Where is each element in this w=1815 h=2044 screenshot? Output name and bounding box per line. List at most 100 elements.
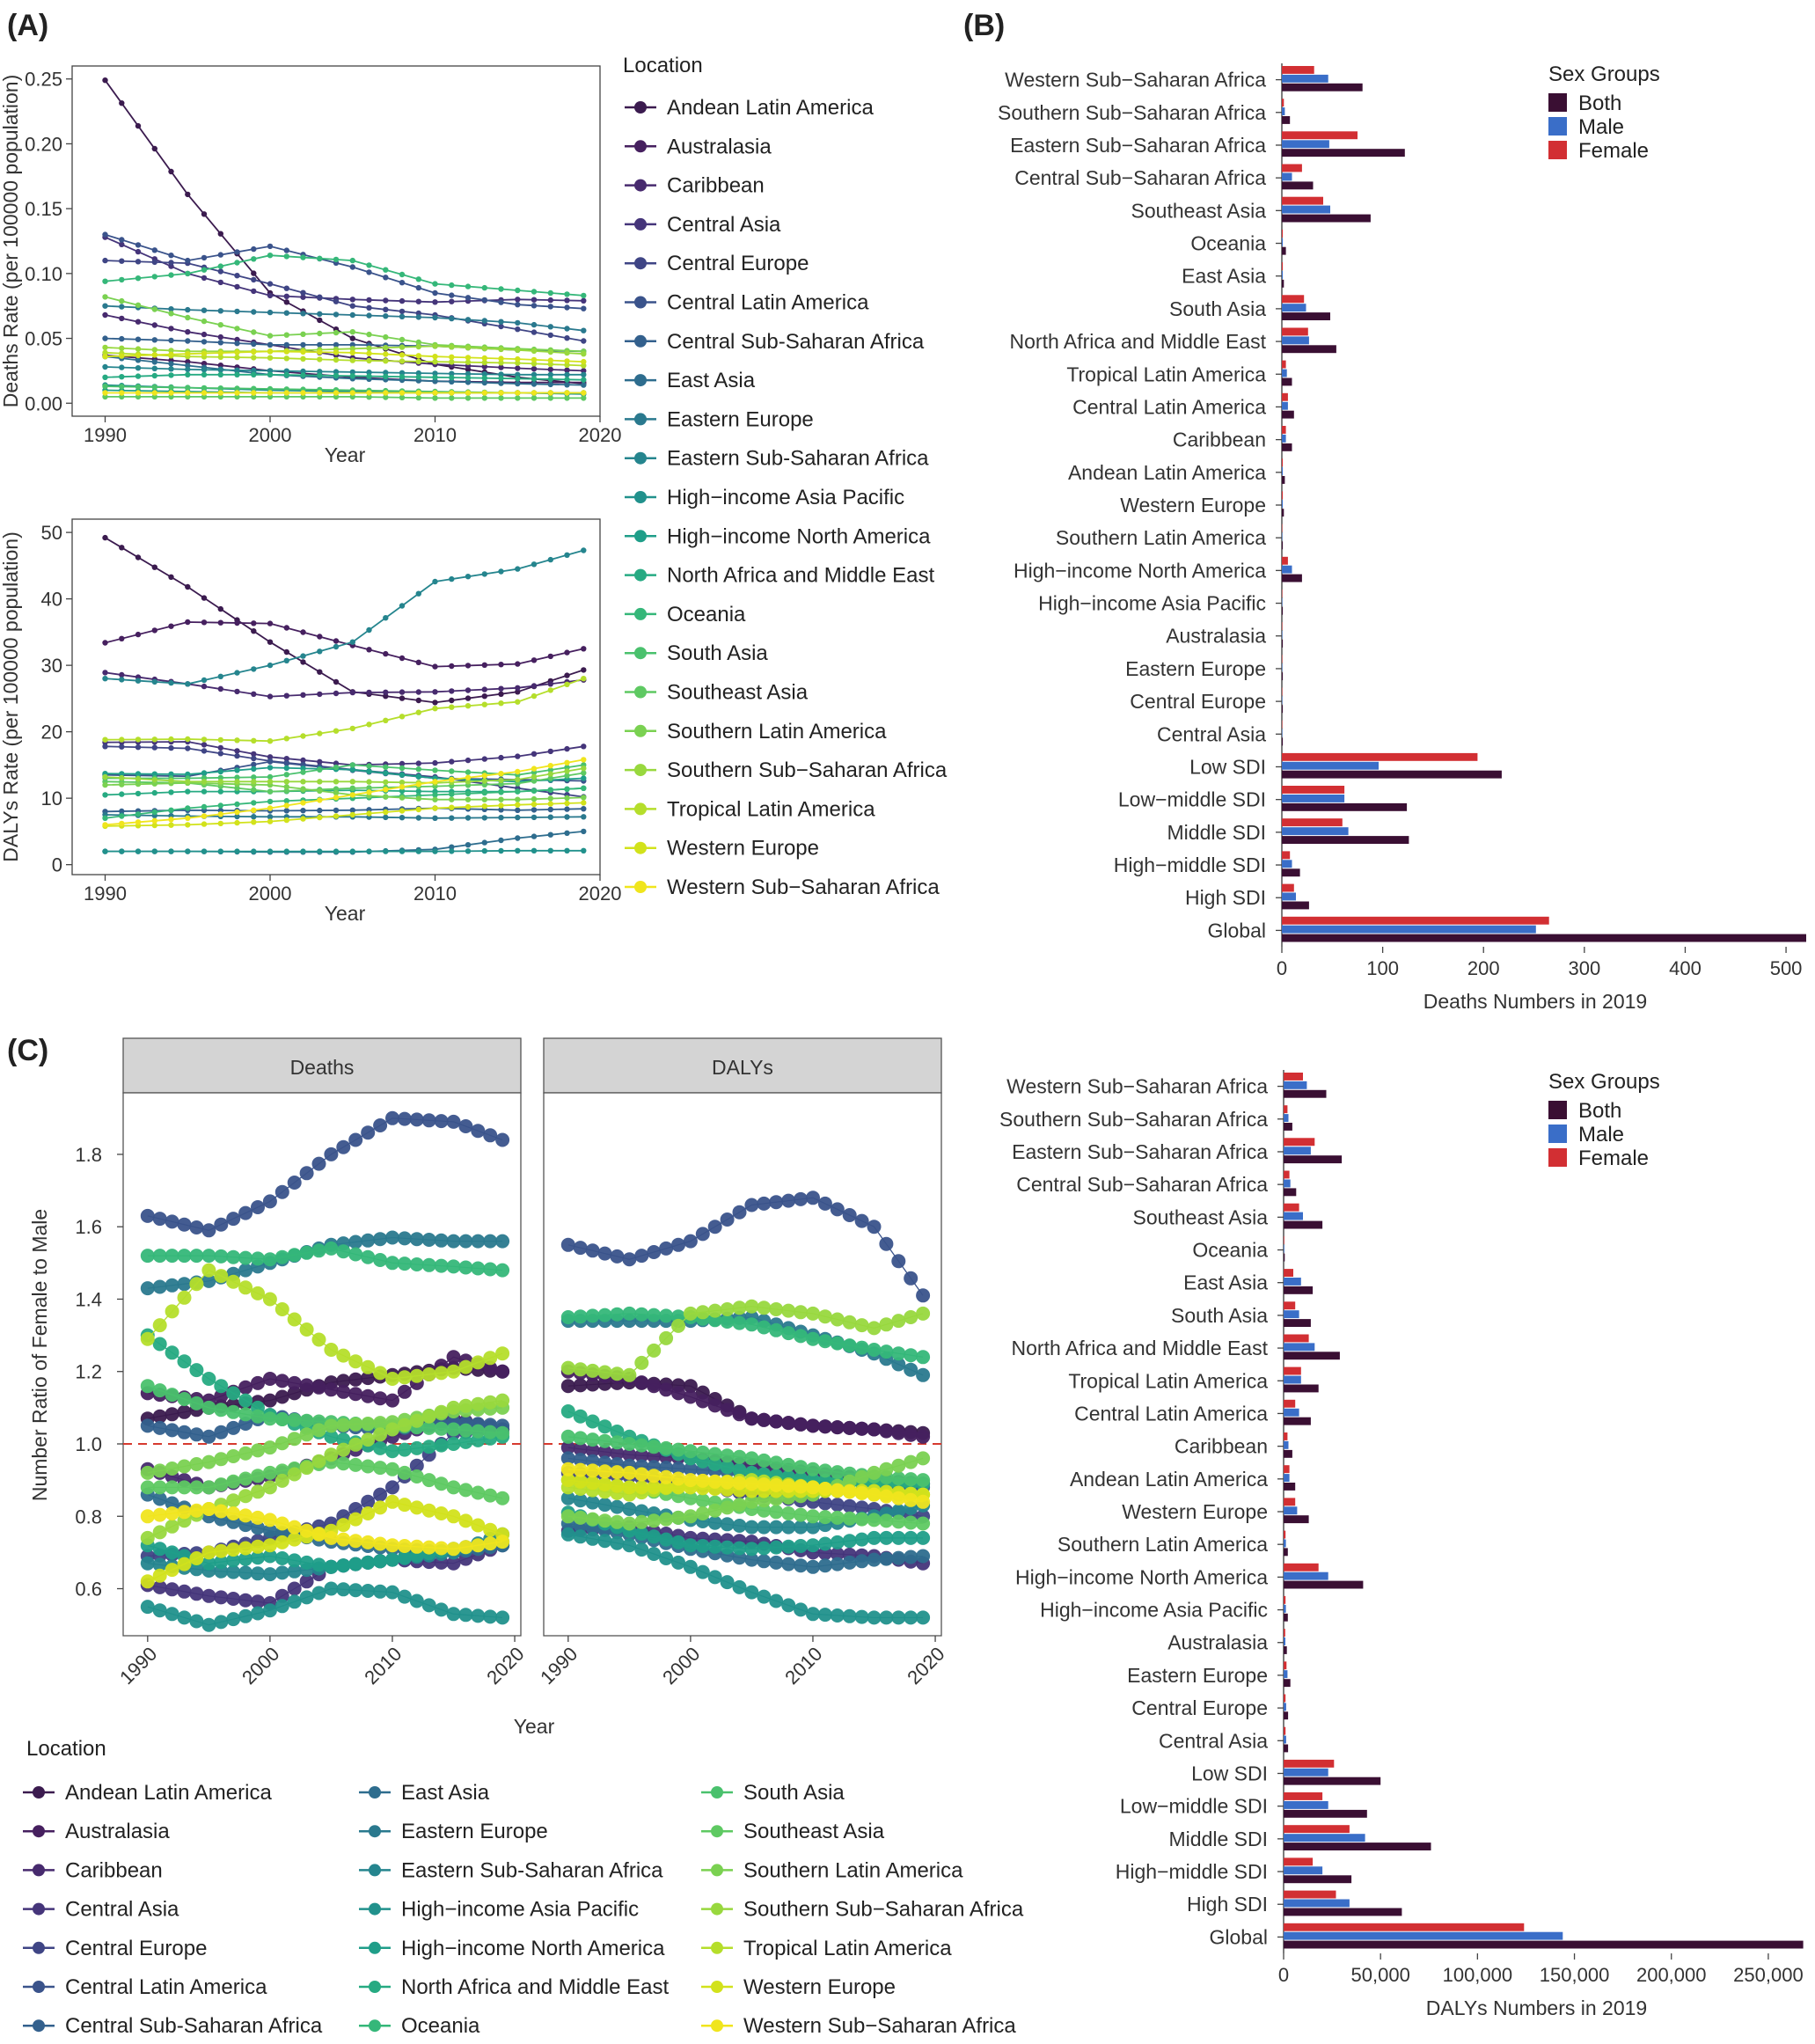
a1-point bbox=[119, 353, 125, 359]
a1-point bbox=[581, 338, 587, 344]
c-point bbox=[916, 1530, 931, 1545]
b2-bar-female-southern-sub-saharan-africa bbox=[1284, 1105, 1288, 1114]
b2-legend-swatch-female bbox=[1548, 1148, 1567, 1167]
legend-c-label: Central Europe bbox=[65, 1937, 207, 1960]
b2-bar-male-australasia bbox=[1284, 1637, 1285, 1645]
a1-point bbox=[515, 376, 521, 382]
a1-point bbox=[349, 311, 355, 319]
c-point bbox=[299, 1461, 314, 1476]
c-point bbox=[769, 1195, 784, 1210]
b2-bar-both-east-asia bbox=[1284, 1286, 1314, 1294]
c-point bbox=[348, 1234, 363, 1249]
b1-category-label: Southeast Asia bbox=[1131, 199, 1267, 222]
legend-a-item-high-income-north-america: High−income North America bbox=[625, 524, 931, 548]
legend-c-item-central-europe: Central Europe bbox=[23, 1937, 207, 1960]
a2-point bbox=[481, 756, 487, 762]
c-point bbox=[434, 1438, 449, 1453]
a1-point bbox=[383, 313, 389, 319]
a2-point bbox=[234, 779, 240, 785]
a2-point bbox=[547, 687, 553, 693]
c-point bbox=[659, 1469, 674, 1484]
a2-point bbox=[317, 814, 323, 821]
b1-category-label: High−middle SDI bbox=[1114, 853, 1266, 876]
a2-point bbox=[498, 777, 504, 783]
legend-a-swatch-dot bbox=[634, 257, 647, 270]
c-point bbox=[671, 1318, 685, 1333]
a1-series-western-sub-saharan-africa bbox=[102, 390, 587, 396]
c-point bbox=[177, 1404, 192, 1419]
c-point bbox=[287, 1248, 302, 1263]
c-point bbox=[177, 1459, 192, 1474]
c-point bbox=[683, 1389, 698, 1404]
c-point bbox=[495, 1425, 510, 1440]
a2-point bbox=[168, 574, 174, 580]
a1-x-tick-label: 1990 bbox=[84, 424, 127, 446]
c-point bbox=[373, 1554, 388, 1569]
c-point bbox=[324, 1241, 339, 1256]
a1-point bbox=[564, 349, 570, 356]
a2-point bbox=[498, 700, 504, 707]
c-point bbox=[361, 1249, 376, 1264]
b1-bar-female-central-asia bbox=[1282, 720, 1283, 729]
a1-point bbox=[135, 393, 142, 400]
a2-y-tick-label: 30 bbox=[41, 655, 62, 677]
a2-point bbox=[366, 626, 372, 634]
a1-point bbox=[366, 331, 372, 338]
a1-point bbox=[333, 341, 340, 348]
c-point bbox=[189, 1614, 204, 1629]
panel-label-a: (A) bbox=[7, 9, 48, 42]
c-point bbox=[891, 1346, 906, 1361]
c-point bbox=[683, 1473, 698, 1488]
b2-bar-male-north-africa-and-middle-east bbox=[1284, 1343, 1315, 1352]
b1-bar-both-high-income-asia-pacific bbox=[1282, 606, 1284, 615]
c-point bbox=[238, 1250, 253, 1265]
a2-point bbox=[498, 807, 504, 813]
b2-bar-female-central-sub-saharan-africa bbox=[1284, 1170, 1290, 1179]
c-point bbox=[720, 1460, 735, 1475]
b1-category-label: East Asia bbox=[1182, 265, 1266, 288]
a2-point bbox=[564, 814, 570, 820]
a2-point bbox=[432, 792, 438, 798]
a2-point bbox=[119, 791, 125, 797]
c-point bbox=[757, 1503, 772, 1518]
c-point bbox=[397, 1442, 412, 1457]
a1-point bbox=[515, 297, 521, 303]
a2-point bbox=[515, 788, 521, 795]
legend-c-swatch-dot bbox=[33, 1941, 45, 1954]
a1-point bbox=[581, 297, 587, 304]
c-point bbox=[891, 1314, 906, 1329]
c-point bbox=[165, 1407, 179, 1422]
a2-point bbox=[383, 717, 389, 723]
c-point bbox=[336, 1518, 351, 1533]
legend-c-swatch-dot bbox=[711, 1902, 723, 1916]
a1-point bbox=[515, 326, 521, 333]
a1-point bbox=[547, 324, 553, 330]
c-point bbox=[189, 1503, 204, 1518]
a2-point bbox=[217, 848, 223, 854]
c-point bbox=[458, 1234, 473, 1249]
a2-point bbox=[449, 758, 455, 765]
c-point bbox=[720, 1212, 735, 1227]
a1-point bbox=[399, 370, 406, 376]
c-point bbox=[214, 1217, 229, 1232]
c-point bbox=[287, 1564, 302, 1579]
a2-point bbox=[465, 842, 472, 848]
a1-point bbox=[267, 292, 274, 299]
c-point bbox=[622, 1306, 637, 1321]
a2-point bbox=[333, 643, 340, 650]
c-point bbox=[214, 1590, 229, 1605]
legend-c-swatch-dot bbox=[711, 1825, 723, 1838]
c-point bbox=[409, 1539, 424, 1554]
a1-point bbox=[135, 346, 142, 352]
a2-point bbox=[383, 770, 389, 776]
a2-point bbox=[333, 789, 340, 796]
a1-point bbox=[267, 368, 274, 374]
c-point bbox=[634, 1375, 649, 1390]
a1-point bbox=[251, 341, 257, 348]
a1-point bbox=[267, 333, 274, 339]
a1-point bbox=[119, 345, 125, 351]
a1-point bbox=[119, 297, 125, 304]
legend-a-label: South Asia bbox=[667, 641, 768, 665]
b1-category-label: Central Europe bbox=[1130, 690, 1266, 713]
legend-c-swatch-dot bbox=[33, 1825, 45, 1838]
